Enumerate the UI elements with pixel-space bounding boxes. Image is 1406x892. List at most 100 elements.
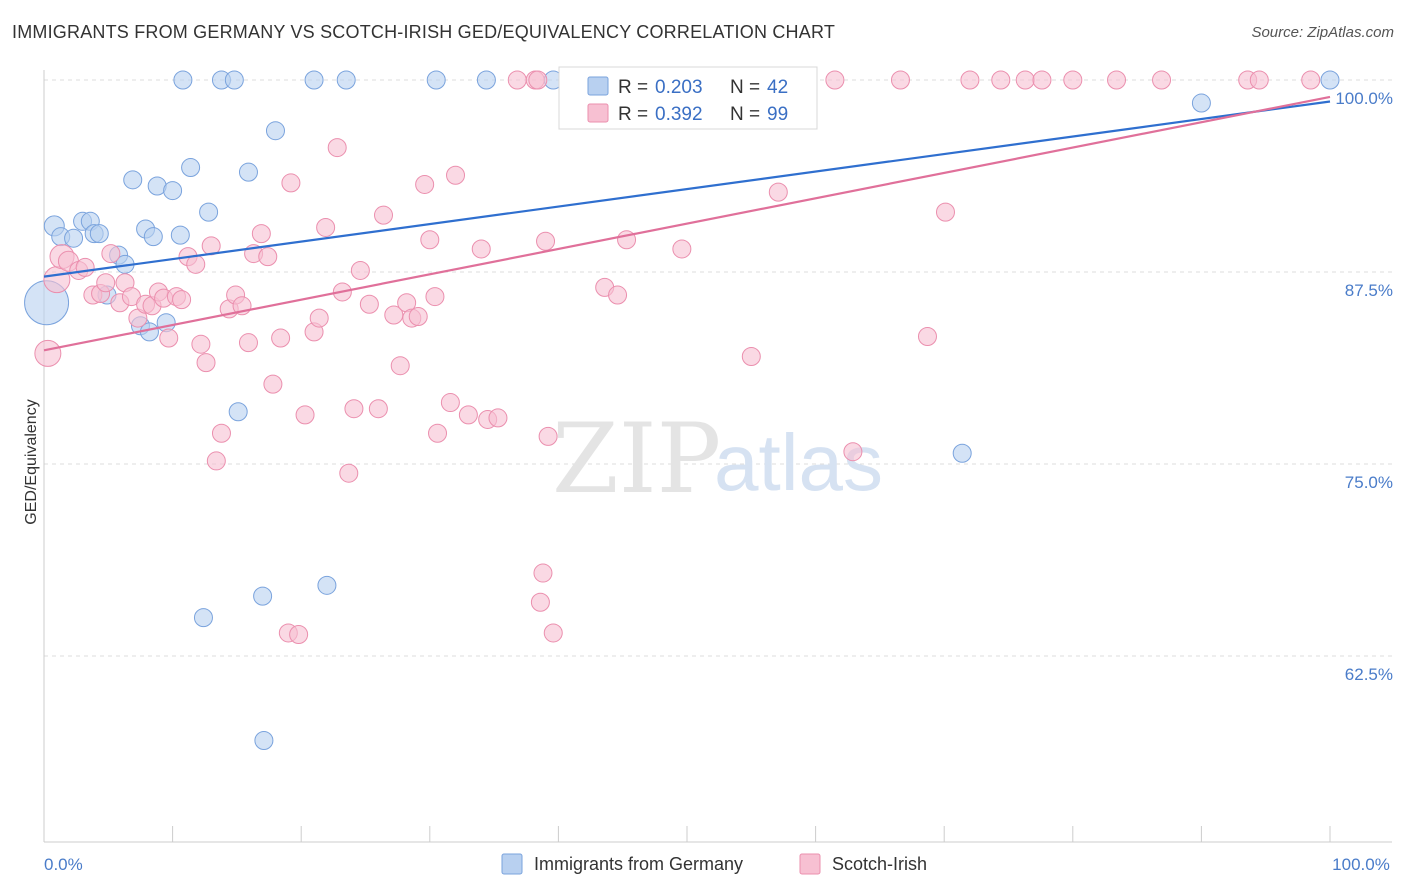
scotch-irish-point	[34, 339, 62, 367]
y-tick-label-1: 87.5%	[1345, 281, 1393, 300]
y-tick-label-3: 62.5%	[1345, 665, 1393, 684]
scotch-irish-point	[1301, 70, 1321, 90]
scotch-irish-point	[935, 202, 955, 222]
scotch-irish-point	[172, 290, 192, 310]
scotch-irish-point	[825, 70, 845, 90]
scotch-irish-point	[768, 182, 788, 202]
scotch-irish-point	[991, 70, 1011, 90]
legend-swatch-blue	[587, 76, 609, 96]
germany-point	[224, 70, 244, 90]
scotch-irish-point	[538, 426, 558, 446]
scotch-irish-point	[543, 623, 563, 643]
scotch-irish-point	[440, 393, 460, 413]
legend-n-value-1: 42	[767, 77, 788, 98]
germany-point	[426, 70, 446, 90]
scotch-irish-point	[1063, 70, 1083, 90]
scotch-irish-point	[530, 592, 550, 612]
scotch-irish-point	[536, 231, 556, 251]
scotch-irish-point	[458, 405, 478, 425]
bottom-legend-label-scotch-irish: Scotch-Irish	[832, 854, 927, 874]
scotch-irish-point	[415, 174, 435, 194]
scotch-irish-point	[75, 257, 95, 277]
scotch-irish-point	[295, 405, 315, 425]
scotch-irish-point	[368, 399, 388, 419]
scotch-irish-point	[843, 442, 863, 462]
germany-point	[254, 730, 274, 750]
scotch-irish-point	[425, 287, 445, 307]
germany-point	[1320, 70, 1340, 90]
scotch-irish-point	[390, 356, 410, 376]
scotch-irish-point	[1032, 70, 1052, 90]
watermark-zip: ZIP	[552, 403, 721, 515]
germany-point	[64, 228, 84, 248]
scotch-irish-point	[211, 423, 231, 443]
scotch-irish-point	[384, 305, 404, 325]
germany-trend-line	[43, 100, 1331, 278]
scotch-irish-point	[196, 353, 216, 373]
trend-lines	[43, 95, 1331, 352]
scotch-irish-point	[191, 334, 211, 354]
scotch-irish-point	[1249, 70, 1269, 90]
scotch-irish-point	[263, 374, 283, 394]
watermark-atlas: atlas	[714, 418, 883, 507]
germany-point	[181, 158, 201, 178]
germany-point	[170, 225, 190, 245]
scotch-irish-point	[327, 138, 347, 158]
scotch-irish-point	[281, 173, 301, 193]
y-tick-label-0: 100.0%	[1335, 89, 1393, 108]
germany-point	[163, 181, 183, 201]
scotch-irish-point	[741, 346, 761, 366]
scotch-irish-point	[258, 247, 278, 267]
scotch-irish-point	[428, 423, 448, 443]
scotch-irish-point	[1015, 70, 1035, 90]
scotch-irish-trend-line	[43, 95, 1331, 352]
germany-point	[253, 586, 273, 606]
scotch-irish-point	[1152, 70, 1172, 90]
legend-n-label-2: N =	[730, 104, 760, 125]
legend-swatch-pink	[587, 103, 609, 123]
legend-r-value-1: 0.203	[655, 77, 703, 98]
x-tick-label-0: 0.0%	[44, 855, 83, 874]
scotch-irish-point	[316, 217, 336, 237]
y-tick-labels: 100.0% 87.5% 75.0% 62.5%	[1335, 89, 1393, 684]
legend-r-label-2: R =	[618, 104, 648, 125]
scotch-irish-point	[339, 463, 359, 483]
scotch-irish-point	[471, 239, 491, 259]
scotch-irish-point	[1107, 70, 1127, 90]
x-tick-label-1: 100.0%	[1332, 855, 1390, 874]
germany-point	[199, 202, 219, 222]
germany-point	[123, 170, 143, 190]
germany-point	[265, 121, 285, 141]
scotch-irish-point	[917, 327, 937, 347]
scotch-irish-point	[96, 273, 116, 293]
germany-point	[193, 608, 213, 628]
scotch-irish-point	[890, 70, 910, 90]
scotch-irish-point	[350, 260, 370, 280]
scotch-irish-point	[528, 70, 548, 90]
scotch-irish-point	[507, 70, 527, 90]
source-label: Source: ZipAtlas.com	[1251, 24, 1394, 41]
x-tick-labels: 0.0% 100.0%	[44, 855, 1390, 874]
germany-point	[304, 70, 324, 90]
germany-point	[238, 162, 258, 182]
bottom-legend-swatch-blue	[501, 853, 523, 875]
scotch-irish-point	[159, 328, 179, 348]
scotch-irish-point	[446, 165, 466, 185]
germany-point	[143, 227, 163, 247]
scotch-irish-point	[206, 451, 226, 471]
scotch-irish-point	[408, 307, 428, 327]
germany-point	[476, 70, 496, 90]
bottom-legend: Immigrants from Germany Scotch-Irish	[501, 853, 927, 875]
germany-point	[952, 443, 972, 463]
scotch-irish-point	[251, 224, 271, 244]
legend-n-label-1: N =	[730, 77, 760, 98]
scotch-irish-point	[271, 328, 291, 348]
bottom-legend-swatch-pink	[799, 853, 821, 875]
germany-point	[89, 224, 109, 244]
scotch-irish-point	[238, 333, 258, 353]
scotch-irish-point	[672, 239, 692, 259]
scotch-irish-point	[533, 563, 553, 583]
scotch-irish-point	[359, 294, 379, 314]
axes	[43, 70, 1392, 843]
scotch-irish-point	[420, 230, 440, 250]
